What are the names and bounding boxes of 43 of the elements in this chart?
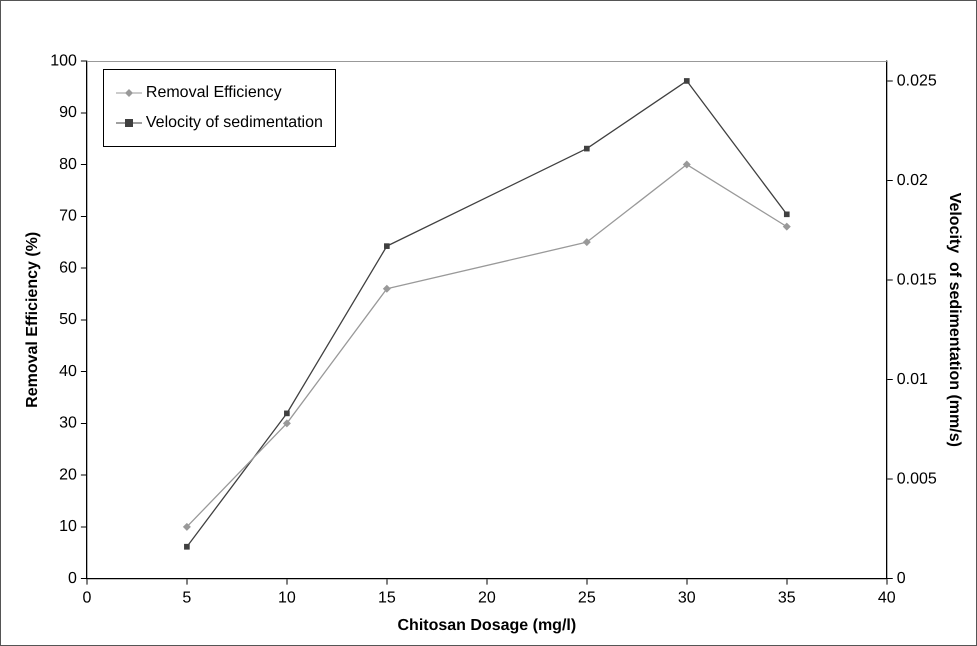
y-tick-label: 20 (59, 466, 77, 484)
y-tick-label: 90 (59, 104, 77, 122)
y-tick-label: 80 (59, 156, 77, 173)
legend-label: Removal Efficiency (146, 84, 282, 102)
y-tick-label: 10 (59, 518, 77, 536)
y-tick-label: 40 (59, 362, 77, 380)
y-tick-label: 30 (59, 414, 77, 432)
point (584, 146, 590, 152)
y2-tick-label: 0.02 (896, 172, 928, 189)
y-tick-label: 60 (59, 259, 77, 276)
point (582, 238, 591, 246)
y-tick-label: 50 (59, 311, 77, 328)
x-tick-label: 0 (82, 590, 92, 607)
y-axis-title: Removal Efficiency (%) (24, 232, 42, 408)
x-tick-label: 15 (378, 590, 396, 607)
point (282, 419, 291, 428)
point (684, 78, 690, 84)
point (182, 522, 191, 531)
point (682, 160, 691, 169)
y-tick-label: 0 (68, 570, 77, 588)
x-tick-label: 30 (678, 590, 696, 607)
y2-tick-label: 0.005 (896, 470, 937, 488)
point (784, 211, 790, 218)
point (782, 222, 791, 231)
x-tick-label: 40 (878, 590, 896, 607)
y2-axis-title: Velocity of sedimentation (mm/s) (946, 192, 963, 447)
y2-tick-label: 0.01 (896, 370, 928, 388)
x-tick-label: 5 (182, 590, 192, 607)
x-tick-label: 35 (778, 590, 796, 607)
y2-tick-label: 0 (896, 570, 906, 588)
y-tick-label: 100 (50, 52, 77, 70)
x-tick-label: 20 (478, 590, 496, 607)
y-tick-label: 70 (59, 208, 77, 225)
y2-tick-label: 0.025 (896, 72, 937, 90)
x-tick-label: 10 (278, 590, 296, 607)
point (284, 410, 290, 416)
point (184, 544, 190, 550)
point (382, 284, 391, 293)
y2-tick-label: 0.015 (896, 271, 937, 288)
x-tick-label: 25 (578, 590, 596, 607)
legend-label: Velocity of sedimentation (146, 114, 323, 132)
point (384, 243, 390, 249)
x-axis-title: Chitosan Dosage (mg/l) (397, 616, 576, 634)
